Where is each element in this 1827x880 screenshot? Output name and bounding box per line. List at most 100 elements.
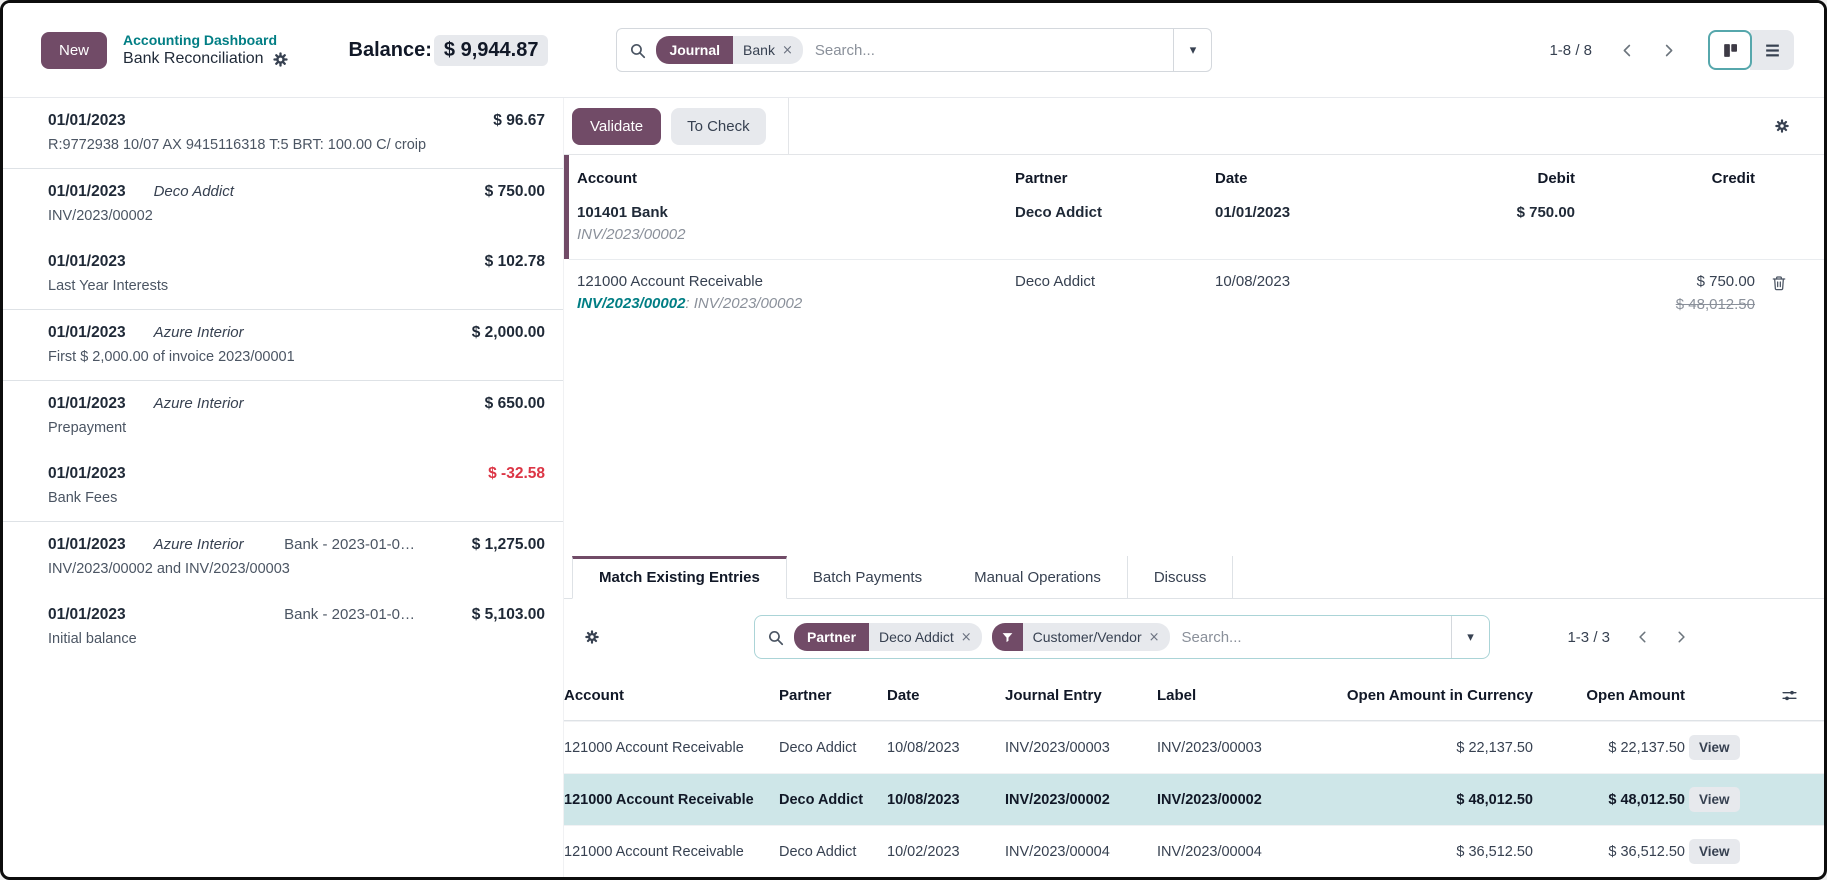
statement-line[interactable]: 01/01/2023 Azure Interior $ 650.00 Prepaym… [3, 380, 563, 451]
balance: Balance: $ 9,944.87 [349, 34, 549, 66]
search-input[interactable] [814, 41, 1174, 59]
pager-next-button[interactable] [1655, 37, 1682, 64]
reconcile-line[interactable]: 101401 Bank INV/2023/00002 Deco Addict 0… [569, 198, 1824, 259]
statement-partner: Azure Interior [153, 536, 244, 553]
pager-next-button[interactable] [1668, 624, 1694, 650]
row-partner: Deco Addict [779, 791, 864, 808]
column-header-debit: Debit [1537, 170, 1576, 187]
line-partner: Deco Addict [1015, 273, 1096, 290]
statement-line[interactable]: 01/01/2023 $ 102.78 Last Year Interests [3, 239, 563, 309]
row-account: 121000 Account Receivable [564, 843, 744, 860]
reconcile-line[interactable]: 121000 Account Receivable INV/2023/00002… [569, 259, 1824, 326]
validate-button[interactable]: Validate [572, 107, 662, 145]
column-settings-icon[interactable] [1777, 683, 1802, 708]
search-icon [767, 629, 784, 646]
search-dropdown-toggle[interactable]: ▾ [1451, 616, 1489, 658]
facet-remove-icon[interactable]: × [1148, 629, 1160, 645]
reconcile-toolbar: Validate To Check [564, 98, 1824, 155]
statement-label: Initial balance [48, 631, 137, 647]
line-date: 01/01/2023 [1215, 204, 1291, 221]
match-pager: 1-3 / 3 [1567, 624, 1694, 650]
list-view-button[interactable] [1750, 30, 1794, 70]
statement-amount: $ 750.00 [484, 183, 545, 200]
main-content: 01/01/2023 $ 96.67 R:9772938 10/07 AX 941… [3, 98, 1824, 877]
column-header-date: Date [1215, 170, 1248, 187]
column-header-account: Account [564, 687, 624, 704]
row-label: INV/2023/00004 [1157, 843, 1262, 860]
view-switcher [1708, 30, 1794, 70]
gear-icon[interactable] [272, 51, 289, 68]
statement-line[interactable]: 01/01/2023 Azure Interior $ 2,000.00 First… [3, 309, 563, 380]
column-header-journal-entry: Journal Entry [1005, 687, 1102, 704]
line-account: 121000 Account Receivable [577, 273, 763, 290]
breadcrumb: Accounting Dashboard Bank Reconciliation [123, 32, 289, 68]
search-bar: Journal Bank × ▾ [616, 28, 1213, 72]
statement-ref: Bank - 2023-01-0… [284, 606, 415, 623]
pager-previous-button[interactable] [1630, 624, 1656, 650]
match-row[interactable]: 121000 Account Receivable Deco Addict 10… [564, 721, 1824, 773]
row-journal-entry: INV/2023/00002 [1005, 791, 1110, 808]
view-button[interactable]: View [1689, 839, 1740, 864]
line-label: : INV/2023/00002 [685, 295, 803, 312]
facet-remove-icon[interactable]: × [781, 42, 793, 58]
tab-manual-operations[interactable]: Manual Operations [948, 556, 1127, 598]
gear-icon[interactable] [580, 625, 604, 649]
statement-line[interactable]: 01/01/2023 Azure Interior Bank - 2023-01-0… [3, 521, 563, 592]
pager-range[interactable]: 1-3 / 3 [1567, 628, 1610, 646]
gear-icon[interactable] [1770, 114, 1794, 138]
statement-label: First $ 2,000.00 of invoice 2023/00001 [48, 349, 295, 365]
column-header-partner: Partner [1015, 170, 1068, 187]
column-header-partner: Partner [779, 687, 832, 704]
match-table: Account Partner Date Journal Entry Label… [564, 675, 1824, 877]
match-row[interactable]: 121000 Account Receivable Deco Addict 10… [564, 825, 1824, 877]
statement-line[interactable]: 01/01/2023 $ 96.67 R:9772938 10/07 AX 941… [3, 98, 563, 168]
statement-date: 01/01/2023 [48, 606, 126, 623]
row-date: 10/08/2023 [887, 791, 960, 808]
row-open-amount-currency: $ 36,512.50 [1456, 843, 1533, 860]
pager-range[interactable]: 1-8 / 8 [1549, 41, 1592, 59]
statement-line[interactable]: 01/01/2023 Deco Addict $ 750.00 INV/2023/0… [3, 168, 563, 239]
statement-date: 01/01/2023 [48, 395, 126, 412]
statement-label: Prepayment [48, 420, 127, 436]
row-journal-entry: INV/2023/00004 [1005, 843, 1110, 860]
match-row-selected[interactable]: 121000 Account Receivable Deco Addict 10… [564, 773, 1824, 825]
statement-label: R:9772938 10/07 AX 9415116318 T:5 BRT: 1… [48, 137, 427, 153]
spacer [564, 326, 1824, 556]
view-button[interactable]: View [1689, 735, 1740, 760]
statement-line[interactable]: 01/01/2023 $ -32.58 Bank Fees [3, 451, 563, 521]
breadcrumb-parent-link[interactable]: Accounting Dashboard [123, 32, 278, 48]
statement-amount: $ -32.58 [488, 465, 545, 482]
match-table-header: Account Partner Date Journal Entry Label… [564, 675, 1824, 721]
new-button[interactable]: New [41, 31, 108, 69]
statement-line[interactable]: 01/01/2023 Bank - 2023-01-0… $ 5,103.00 In… [3, 592, 563, 662]
row-date: 10/08/2023 [887, 739, 960, 756]
statement-date: 01/01/2023 [48, 465, 126, 482]
column-header-open-amount: Open Amount [1586, 687, 1685, 704]
tab-batch-payments[interactable]: Batch Payments [787, 556, 948, 598]
statement-date: 01/01/2023 [48, 324, 126, 341]
match-search-bar: Partner Deco Addict × Customer/Vendor × ▾ [754, 615, 1490, 659]
row-date: 10/02/2023 [887, 843, 960, 860]
filter-icon [991, 623, 1023, 651]
tab-match-existing-entries[interactable]: Match Existing Entries [572, 556, 787, 599]
to-check-button[interactable]: To Check [671, 107, 766, 145]
facet-remove-icon[interactable]: × [960, 629, 972, 645]
statement-amount: $ 2,000.00 [471, 324, 545, 341]
row-partner: Deco Addict [779, 739, 857, 756]
control-panel: New Accounting Dashboard Bank Reconcilia… [3, 3, 1824, 98]
row-open-amount: $ 36,512.50 [1608, 843, 1685, 860]
line-credit: $ 750.00 [1696, 273, 1755, 290]
statement-line-group: Account Partner Date Debit Credit 101401… [564, 155, 1824, 259]
view-button[interactable]: View [1689, 787, 1740, 812]
statement-amount: $ 650.00 [484, 395, 545, 412]
row-open-amount-currency: $ 48,012.50 [1456, 791, 1533, 808]
search-facet-partner: Partner Deco Addict × [794, 623, 982, 651]
search-dropdown-toggle[interactable]: ▾ [1173, 29, 1211, 71]
trash-icon[interactable] [1771, 275, 1787, 291]
facet-value: Deco Addict [879, 629, 954, 645]
journal-entry-link[interactable]: INV/2023/00002 [577, 295, 686, 312]
kanban-view-button[interactable] [1708, 30, 1752, 70]
tab-discuss[interactable]: Discuss [1126, 556, 1234, 598]
pager-previous-button[interactable] [1614, 37, 1641, 64]
match-search-input[interactable] [1181, 628, 1451, 646]
